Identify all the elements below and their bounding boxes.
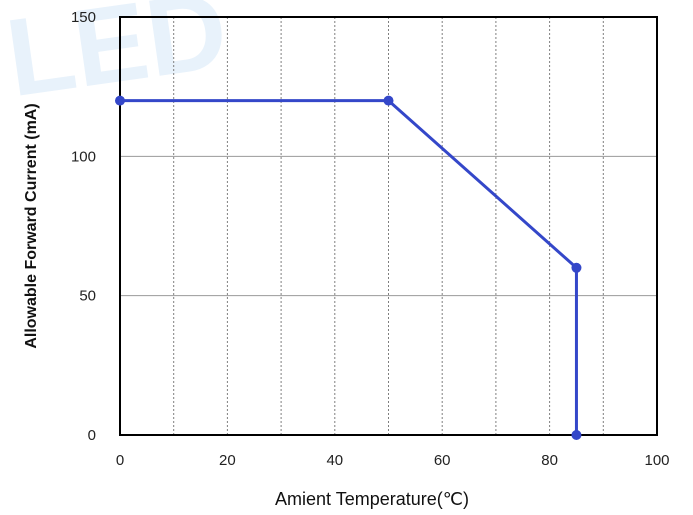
- y-tick-label: 150: [71, 9, 96, 26]
- x-axis-title: Amient Temperature(℃): [275, 489, 469, 509]
- data-point: [115, 95, 125, 106]
- y-axis-ticks: 0 50 100 150: [71, 9, 96, 444]
- x-axis-ticks: 0 20 40 60 80 100: [116, 452, 670, 469]
- series-line: [120, 99, 578, 435]
- data-point: [571, 262, 582, 273]
- x-tick-label: 20: [219, 452, 236, 469]
- data-point: [383, 95, 394, 106]
- series-layer: [115, 95, 582, 440]
- grid: [120, 17, 657, 435]
- x-tick-label: 40: [326, 452, 343, 469]
- plot-frame: [119, 16, 658, 436]
- x-tick-label: 60: [434, 452, 451, 469]
- y-tick-label: 100: [71, 148, 96, 165]
- x-tick-label: 0: [116, 452, 124, 469]
- data-point: [571, 430, 582, 440]
- x-tick-label: 80: [541, 452, 558, 469]
- y-tick-label: 0: [88, 427, 96, 444]
- y-axis-title: Allowable Forward Current (mA): [23, 103, 40, 348]
- x-tick-label: 100: [644, 452, 669, 469]
- y-tick-label: 50: [79, 288, 96, 305]
